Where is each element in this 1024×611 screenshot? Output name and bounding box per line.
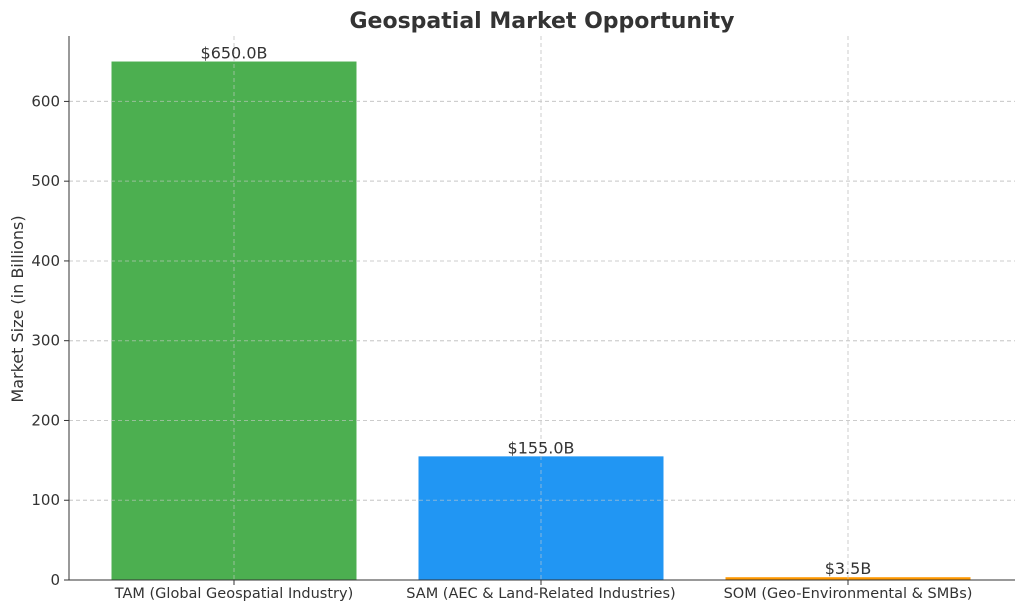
y-tick-label: 400: [31, 252, 60, 270]
y-tick-label: 200: [31, 411, 60, 429]
y-tick-label: 0: [50, 571, 60, 589]
axes: [68, 36, 1015, 581]
x-tick-label: TAM (Global Geospatial Industry): [114, 586, 354, 602]
data-label: $155.0B: [508, 438, 575, 457]
bar: [418, 456, 664, 580]
data-label: $650.0B: [201, 44, 268, 63]
y-tick-label: 600: [31, 92, 60, 110]
bar: [111, 61, 357, 581]
y-ticks: 0 100 200 300 400 500 600: [31, 92, 69, 589]
y-axis-label: Market Size (in Billions): [8, 215, 27, 402]
x-tick-label: SOM (Geo-Environmental & SMBs): [724, 586, 973, 602]
x-tick-label: SAM (AEC & Land-Related Industries): [406, 586, 675, 602]
chart-title: Geospatial Market Opportunity: [349, 9, 734, 34]
bars: [69, 36, 1015, 581]
y-tick-label: 100: [31, 491, 60, 509]
x-ticks: TAM (Global Geospatial Industry) SAM (AEC…: [114, 580, 973, 602]
y-tick-label: 300: [31, 332, 60, 350]
y-tick-label: 500: [31, 172, 60, 190]
data-labels: $650.0B $155.0B $3.5B: [201, 44, 872, 579]
data-label: $3.5B: [825, 559, 872, 578]
